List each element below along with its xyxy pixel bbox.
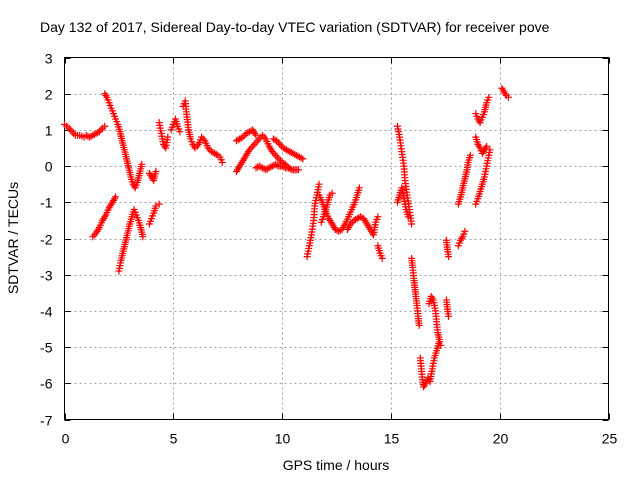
y-tick-label: -2: [40, 232, 53, 248]
data-point: [285, 164, 293, 172]
data-point: [294, 166, 302, 174]
y-tick-label: 1: [45, 123, 53, 139]
data-point: [139, 233, 147, 241]
data-point: [445, 253, 453, 261]
data-point: [415, 321, 423, 329]
data-point: [280, 163, 288, 171]
data-point: [152, 168, 160, 176]
data-point: [273, 153, 281, 161]
data-point: [68, 128, 76, 136]
data-point: [297, 154, 305, 162]
data-point: [286, 165, 294, 173]
data-point: [299, 155, 307, 163]
y-tick-label: -7: [40, 413, 53, 429]
data-point: [112, 193, 120, 201]
data-point: [504, 93, 512, 101]
plot-frame: [64, 57, 609, 420]
grid-lines: [64, 57, 609, 420]
data-point: [461, 227, 469, 235]
data-point: [212, 150, 220, 158]
data-point: [273, 161, 281, 169]
data-point: [138, 160, 146, 168]
data-point: [164, 133, 172, 141]
data-point: [252, 139, 260, 147]
axis-ticks: 0 5 10 15 20 25 -7 -6 -5 -4 -3 -2 -1 0 1 2 3: [40, 51, 617, 447]
data-point: [355, 184, 363, 192]
y-tick-label: -6: [40, 376, 53, 392]
x-tick-label: 15: [384, 431, 400, 447]
data-point: [236, 135, 244, 143]
data-point: [335, 227, 343, 235]
data-point: [176, 128, 184, 136]
data-point: [211, 149, 219, 157]
data-point: [70, 130, 78, 138]
data-point: [486, 146, 494, 154]
data-point: [485, 93, 493, 101]
data-point: [275, 155, 283, 163]
data-point: [101, 122, 109, 130]
y-tick-label: 3: [45, 51, 53, 67]
y-tick-label: -4: [40, 304, 53, 320]
data-point: [408, 220, 416, 228]
data-point: [254, 137, 262, 145]
x-tick-label: 25: [602, 431, 618, 447]
data-point: [269, 135, 277, 143]
data-point: [259, 164, 267, 172]
data-point: [378, 254, 386, 262]
data-point: [273, 137, 281, 145]
x-axis-label: GPS time / hours: [283, 457, 390, 473]
data-point: [249, 142, 257, 150]
y-axis-label: SDTVAR / TECUs: [5, 182, 21, 294]
data-point: [404, 213, 412, 221]
data-point: [252, 131, 260, 139]
data-point: [255, 135, 263, 143]
x-tick-label: 0: [62, 431, 70, 447]
y-tick-label: -5: [40, 340, 53, 356]
y-tick-label: -1: [40, 195, 53, 211]
data-point: [353, 215, 361, 223]
data-point: [66, 126, 74, 134]
x-tick-label: 20: [493, 431, 509, 447]
data-points: [61, 84, 512, 391]
data-point: [466, 151, 474, 159]
data-point: [259, 131, 267, 139]
data-point: [436, 338, 444, 346]
x-tick-label: 5: [170, 431, 178, 447]
data-point: [374, 213, 382, 221]
data-point: [252, 164, 260, 172]
data-point: [315, 180, 323, 188]
data-point: [445, 312, 453, 320]
data-point: [483, 142, 491, 150]
data-point: [250, 140, 258, 148]
data-point: [437, 341, 445, 349]
y-tick-label: 0: [45, 159, 53, 175]
data-point: [328, 189, 336, 197]
chart-title: Day 132 of 2017, Sidereal Day-to-day VTE…: [40, 19, 550, 35]
data-point: [155, 200, 163, 208]
data-point: [276, 140, 284, 148]
y-tick-label: -3: [40, 268, 53, 284]
x-tick-label: 10: [275, 431, 291, 447]
data-point: [272, 151, 280, 159]
data-point: [218, 158, 226, 166]
y-tick-label: 2: [45, 87, 53, 103]
